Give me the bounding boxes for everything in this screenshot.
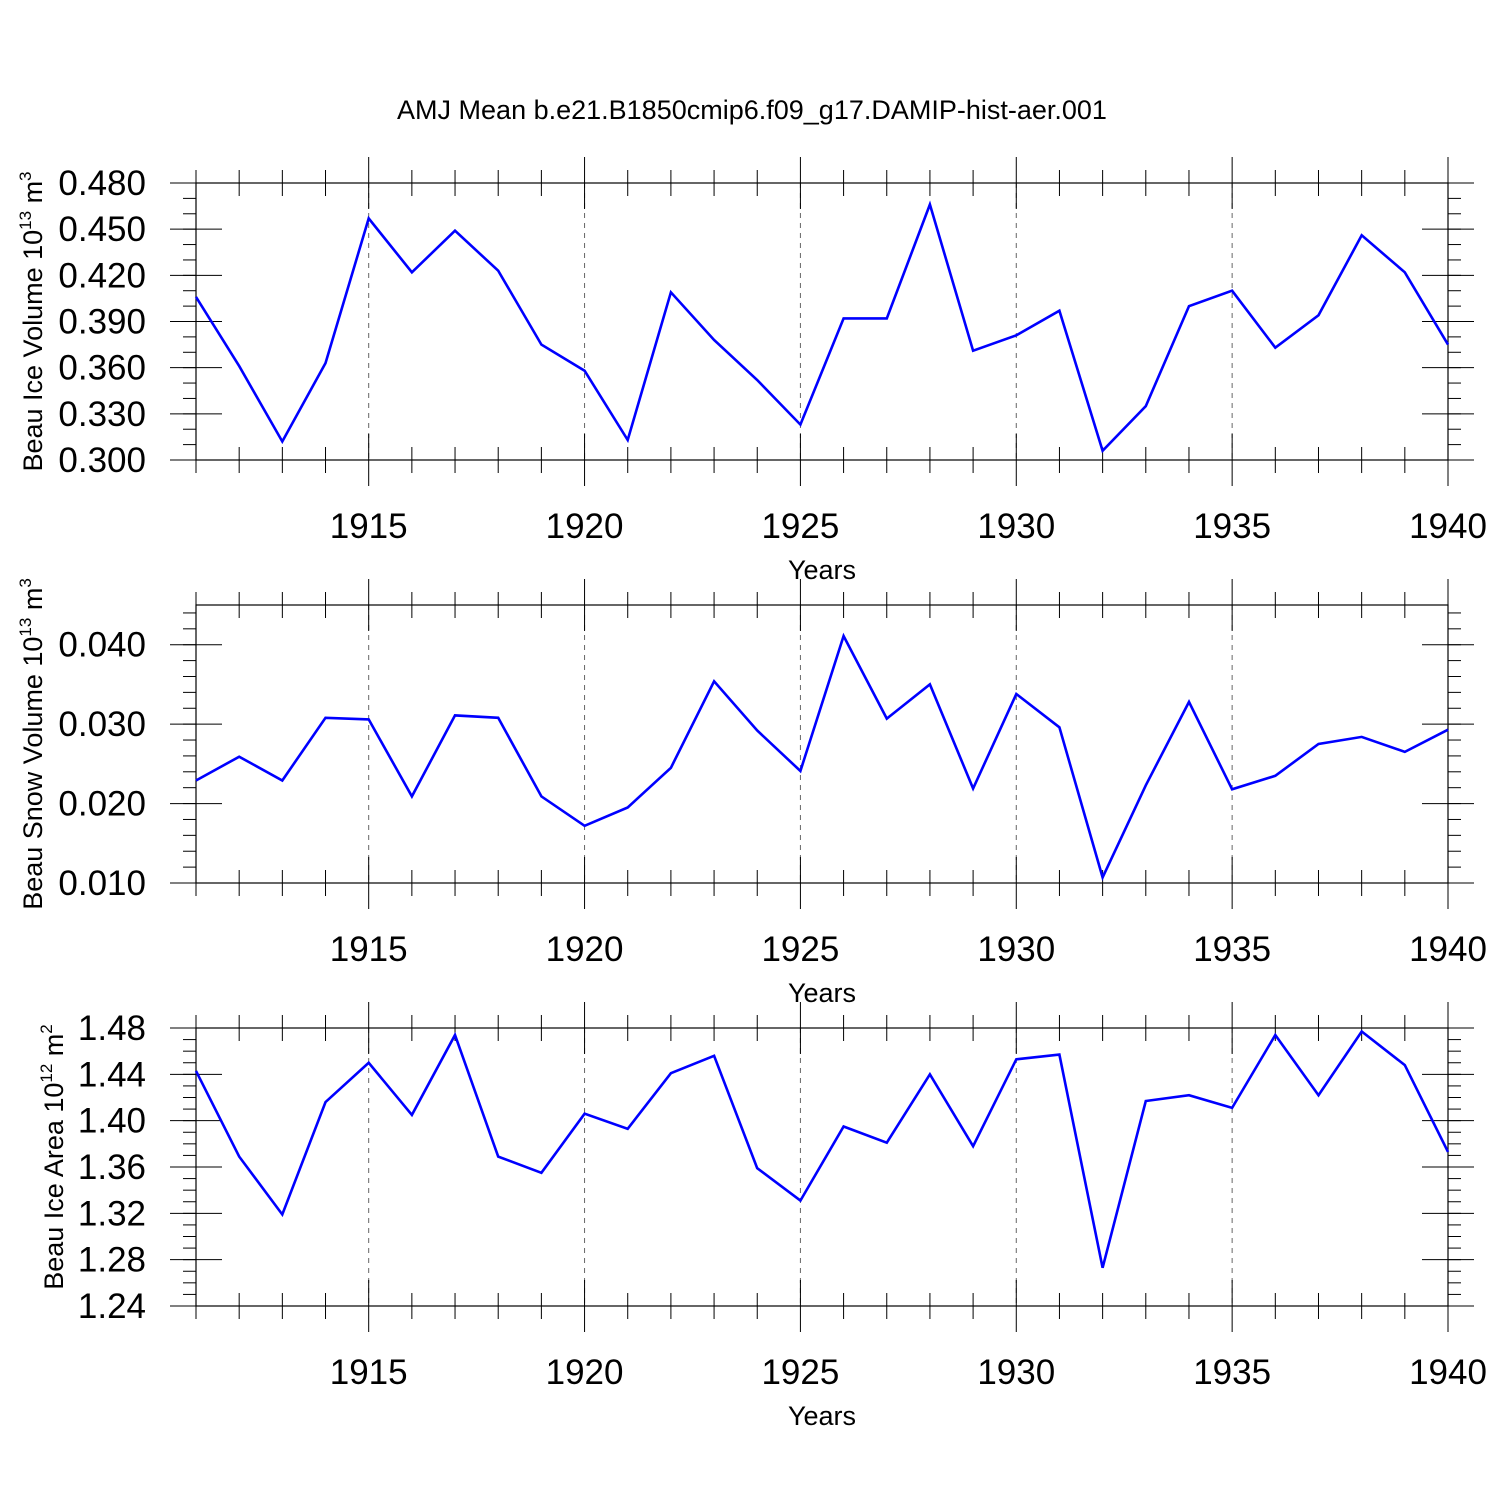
y-tick-label: 0.420 bbox=[58, 256, 146, 295]
series-line-ice-volume bbox=[194, 200, 1450, 454]
y-tick-label: 0.390 bbox=[58, 303, 146, 342]
y-tick-label: 0.010 bbox=[58, 864, 146, 903]
x-tick-label: 1935 bbox=[1193, 507, 1271, 546]
x-tick-label: 1940 bbox=[1409, 507, 1487, 546]
y-tick-label: 1.44 bbox=[78, 1055, 146, 1094]
x-tick-label: 1940 bbox=[1409, 1353, 1487, 1392]
x-tick-label: 1920 bbox=[546, 1353, 624, 1392]
y-tick-label: 0.450 bbox=[58, 210, 146, 249]
series-line-ice-area bbox=[194, 1029, 1450, 1269]
series-line-snow-volume bbox=[195, 632, 1449, 882]
y-tick-label: 1.48 bbox=[78, 1009, 146, 1048]
x-tick-label: 1925 bbox=[761, 930, 839, 969]
x-tick-label: 1925 bbox=[761, 507, 839, 546]
x-tick-label: 1940 bbox=[1409, 930, 1487, 969]
panel-ice-area: 1.24 1.28 1.32 1.36 1.40 1.44 1.48 1915 1920 1925… bbox=[37, 1002, 1487, 1431]
x-tick-label: 1915 bbox=[330, 507, 408, 546]
x-axis-label: Years bbox=[788, 1401, 856, 1431]
y-tick-label: 1.24 bbox=[78, 1287, 146, 1326]
y-axis-label: Beau Snow Volume 1013 m3 bbox=[16, 578, 48, 910]
x-tick-label: 1920 bbox=[546, 507, 624, 546]
x-axis-label: Years bbox=[788, 978, 856, 1008]
panel-snow-volume: 0.010 0.020 0.030 0.040 1915 1920 1925 1930 1935… bbox=[16, 578, 1487, 1008]
y-axis-label: Beau Ice Volume 1013 m3 bbox=[16, 171, 48, 471]
panel-ice-volume: 0.300 0.330 0.360 0.390 0.420 0.450 0.480 1915 1… bbox=[16, 157, 1487, 585]
plot-frame bbox=[195, 604, 1449, 884]
x-tick-label: 1930 bbox=[977, 1353, 1055, 1392]
y-tick-label: 0.480 bbox=[58, 164, 146, 203]
y-tick-label: 0.360 bbox=[58, 349, 146, 388]
y-tick-label: 1.28 bbox=[78, 1241, 146, 1280]
x-tick-label: 1920 bbox=[546, 930, 624, 969]
y-tick-label: 0.300 bbox=[58, 441, 146, 480]
chart-title: AMJ Mean b.e21.B1850cmip6.f09_g17.DAMIP-… bbox=[397, 95, 1107, 125]
x-tick-label: 1935 bbox=[1193, 1353, 1271, 1392]
x-tick-label: 1930 bbox=[977, 930, 1055, 969]
plot-frame bbox=[195, 182, 1449, 461]
x-tick-label: 1930 bbox=[977, 507, 1055, 546]
y-tick-label: 1.32 bbox=[78, 1194, 146, 1233]
y-tick-label: 0.330 bbox=[58, 395, 146, 434]
plot-frame bbox=[195, 1027, 1449, 1307]
x-tick-label: 1915 bbox=[330, 1353, 408, 1392]
y-axis-label: Beau Ice Area 1012 m2 bbox=[37, 1024, 69, 1290]
y-tick-label: 1.36 bbox=[78, 1148, 146, 1187]
y-tick-label: 0.030 bbox=[58, 705, 146, 744]
y-tick-label: 0.040 bbox=[58, 626, 146, 665]
x-tick-label: 1935 bbox=[1193, 930, 1271, 969]
y-tick-label: 0.020 bbox=[58, 785, 146, 824]
x-tick-label: 1925 bbox=[761, 1353, 839, 1392]
y-tick-label: 1.40 bbox=[78, 1102, 146, 1141]
x-tick-label: 1915 bbox=[330, 930, 408, 969]
x-axis-label: Years bbox=[788, 555, 856, 585]
